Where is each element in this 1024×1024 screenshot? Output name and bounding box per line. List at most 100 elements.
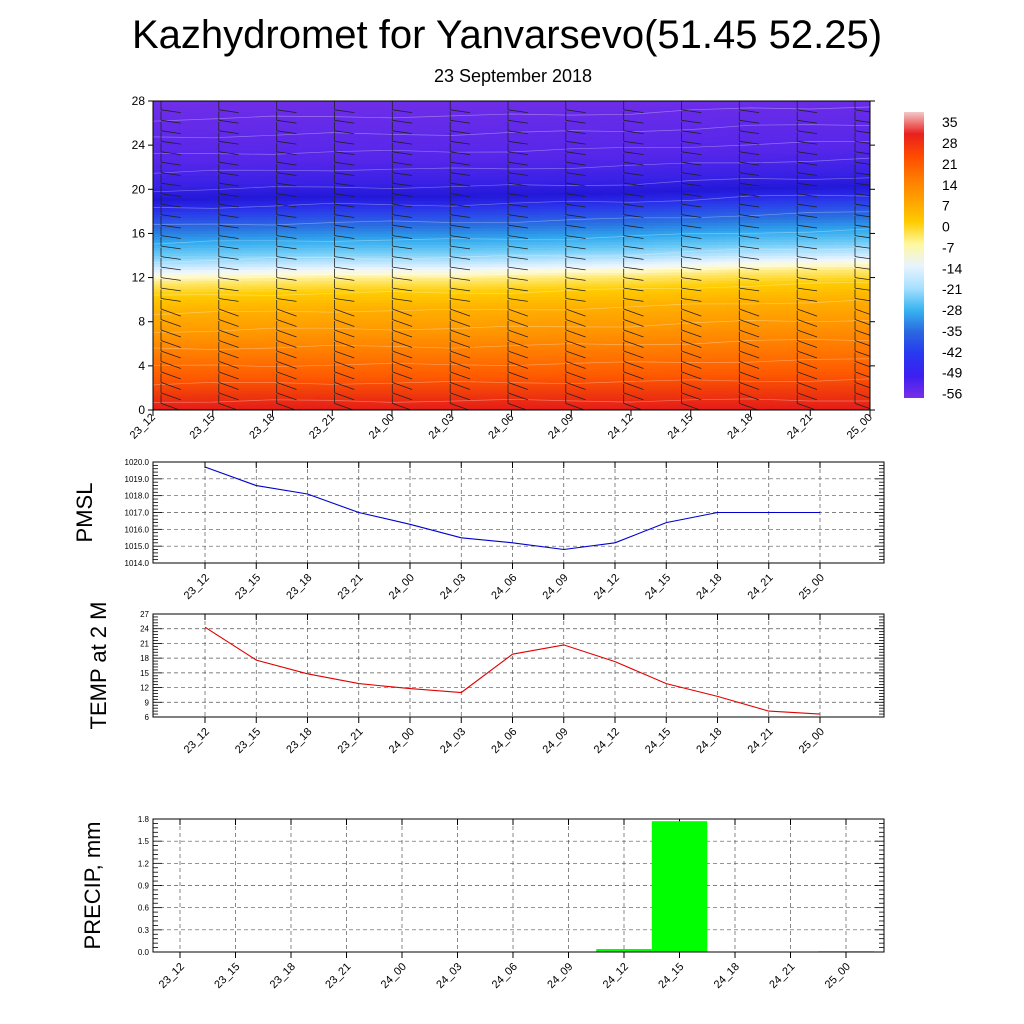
heatmap-cell	[224, 365, 235, 370]
heatmap-cell	[368, 106, 378, 110]
heatmap-cell	[233, 147, 244, 152]
heatmap-cell	[305, 106, 315, 110]
heatmap-cell	[421, 374, 432, 378]
heatmap-cell	[350, 205, 360, 210]
heatmap-cell	[287, 258, 297, 262]
heatmap-cell	[287, 272, 297, 276]
heatmap-cell	[457, 299, 468, 303]
heatmap-cell	[538, 106, 548, 110]
heatmap-cell	[493, 321, 504, 326]
heatmap-cell	[403, 307, 414, 312]
heatmap-cell	[314, 302, 324, 306]
heatmap-cell	[359, 178, 369, 182]
heatmap-cell	[170, 280, 181, 284]
heatmap-cell	[430, 263, 441, 268]
heatmap-cell	[529, 335, 539, 339]
heatmap-cell	[457, 346, 468, 350]
heatmap-cell	[448, 189, 459, 193]
heatmap-cell	[305, 208, 315, 212]
heatmap-cell	[359, 357, 369, 361]
heatmap-cell	[502, 285, 513, 290]
heatmap-cell	[215, 288, 226, 292]
heatmap-cell	[430, 164, 441, 168]
heatmap-cell	[153, 387, 163, 392]
heatmap-cell	[153, 150, 163, 155]
heatmap-cell	[529, 263, 539, 268]
heatmap-cell	[350, 175, 360, 179]
heatmap-cell	[359, 393, 369, 397]
heatmap-cell	[493, 310, 504, 315]
heatmap-cell	[457, 183, 468, 188]
heatmap-cell	[179, 335, 190, 339]
heatmap-cell	[188, 208, 199, 212]
heatmap-cell	[350, 123, 360, 127]
heatmap-cell	[161, 134, 172, 138]
heatmap-cell	[161, 183, 172, 188]
heatmap-cell	[466, 214, 477, 218]
heatmap-cell	[269, 236, 280, 240]
heatmap-cell	[269, 294, 280, 298]
heatmap-cell	[386, 236, 396, 240]
heatmap-cell	[412, 318, 423, 323]
heatmap-cell	[242, 363, 253, 367]
heatmap-cell	[179, 396, 190, 400]
heatmap-cell	[368, 208, 378, 212]
heatmap-cell	[439, 396, 450, 400]
heatmap-cell	[161, 117, 172, 121]
heatmap-cell	[224, 324, 235, 328]
heatmap-cell	[502, 261, 513, 265]
heatmap-cell	[251, 321, 262, 326]
heatmap-cell	[502, 288, 513, 292]
heatmap-cell	[359, 145, 369, 149]
heatmap-cell	[484, 208, 495, 212]
heatmap-cell	[188, 131, 199, 135]
heatmap-cell	[242, 236, 253, 240]
heatmap-cell	[466, 371, 477, 375]
heatmap-cell	[197, 305, 208, 309]
heatmap-cell	[350, 294, 360, 298]
heatmap-cell	[296, 200, 306, 204]
heatmap-cell	[412, 374, 423, 378]
heatmap-cell	[421, 390, 432, 395]
heatmap-cell	[466, 269, 477, 273]
heatmap-cell	[421, 205, 432, 210]
heatmap-cell	[188, 101, 199, 105]
heatmap-cell	[430, 109, 441, 113]
heatmap-cell	[242, 106, 253, 110]
heatmap-cell	[332, 241, 342, 246]
heatmap-cell	[206, 134, 217, 138]
heatmap-cell	[197, 219, 208, 223]
heatmap-cell	[170, 338, 181, 342]
heatmap-cell	[430, 158, 441, 163]
heatmap-cell	[233, 241, 244, 246]
heatmap-cell	[448, 114, 459, 119]
heatmap-cell	[430, 175, 441, 179]
heatmap-cell	[260, 274, 271, 279]
heatmap-cell	[269, 136, 280, 141]
heatmap-cell	[377, 194, 387, 199]
heatmap-cell	[251, 360, 262, 364]
heatmap-cell	[403, 205, 414, 210]
heatmap-cell	[538, 203, 548, 207]
heatmap-cell	[421, 134, 432, 138]
heatmap-cell	[511, 299, 522, 303]
heatmap-cell	[170, 313, 181, 317]
heatmap-cell	[448, 299, 459, 303]
heatmap-cell	[341, 398, 351, 403]
heatmap-cell	[466, 112, 477, 116]
heatmap-cell	[439, 376, 450, 381]
heatmap-cell	[439, 385, 450, 389]
heatmap-cell	[448, 205, 459, 210]
heatmap-cell	[502, 233, 513, 237]
heatmap-cell	[377, 302, 387, 306]
heatmap-cell	[206, 200, 217, 204]
heatmap-cell	[314, 103, 324, 108]
heatmap-cell	[332, 114, 342, 119]
heatmap-cell	[170, 346, 181, 350]
heatmap-cell	[260, 136, 271, 141]
heatmap-cell	[206, 101, 217, 105]
heatmap-cell	[170, 371, 181, 375]
heatmap-cell	[412, 343, 423, 348]
heatmap-cell	[153, 327, 163, 331]
heatmap-cell	[242, 183, 253, 188]
